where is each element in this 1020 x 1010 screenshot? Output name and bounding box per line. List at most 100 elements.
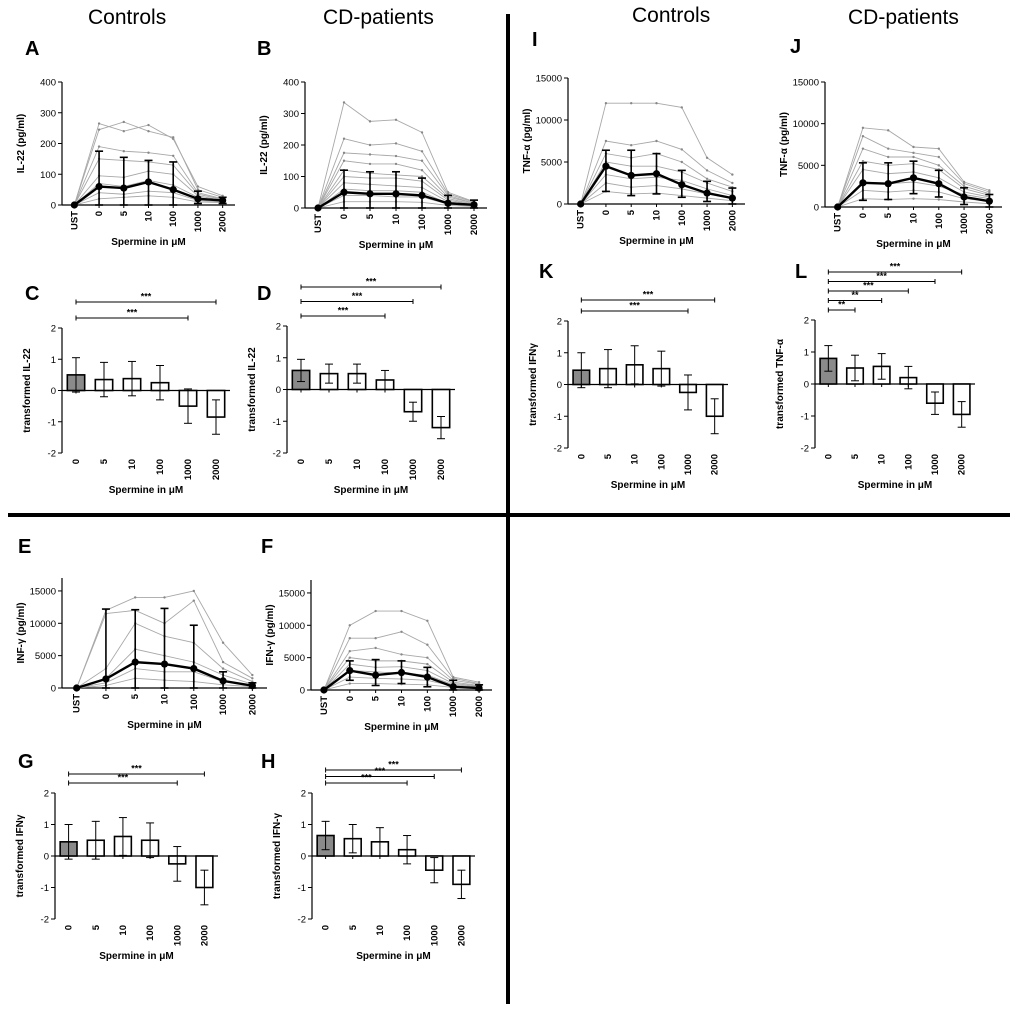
y-tick-label: -2 — [801, 444, 809, 455]
individual-point — [420, 169, 424, 172]
individual-point — [374, 609, 377, 613]
mean-point — [627, 171, 635, 180]
panel-l: L -2 -1 0 1 2 transformed TNF-α 0 5 10 100 1000 2000… — [775, 261, 975, 491]
x-tick-label: 0 — [94, 211, 105, 216]
individual-point — [192, 599, 195, 602]
x-tick-label: UST — [576, 210, 587, 229]
individual-point — [163, 596, 166, 599]
y-tick-label: 0 — [300, 686, 305, 697]
y-tick-label: 5000 — [798, 161, 819, 172]
x-tick-label: 5 — [348, 924, 359, 930]
x-tick-label: 100 — [656, 454, 667, 470]
mean-point — [985, 197, 993, 205]
individual-point — [348, 649, 351, 653]
x-axis-label: Spermine in μM — [611, 480, 685, 491]
x-tick-label: 1000 — [702, 210, 713, 231]
x-tick-label: 0 — [296, 459, 307, 464]
individual-point — [348, 682, 351, 685]
x-tick-label: 5 — [324, 458, 335, 464]
y-tick-label: 15000 — [793, 78, 819, 89]
individual-point — [655, 102, 658, 105]
x-axis-label: Spermine in μM — [356, 951, 430, 962]
y-tick-label: 10000 — [793, 119, 819, 130]
mean-point — [652, 170, 661, 178]
x-tick-label: 2000 — [474, 696, 485, 717]
y-tick-label: -1 — [554, 412, 562, 423]
x-tick-label: 1000 — [193, 211, 204, 232]
individual-point — [912, 145, 915, 149]
individual-point — [861, 126, 865, 130]
mean-point — [340, 188, 348, 196]
y-tick-label: 0 — [294, 204, 299, 215]
mean-point — [475, 684, 483, 692]
y-tick-label: 1 — [51, 355, 56, 366]
x-tick-label: 10 — [652, 210, 663, 221]
x-tick-label: 5 — [99, 458, 110, 464]
x-tick-label: 100 — [380, 459, 391, 475]
x-tick-label: 10 — [909, 213, 920, 224]
individual-point — [426, 656, 429, 659]
y-tick-label: 100 — [283, 172, 299, 183]
individual-point — [630, 102, 633, 105]
x-tick-label: 100 — [677, 210, 688, 226]
y-tick-label: -2 — [273, 449, 281, 460]
mean-point — [131, 658, 139, 666]
x-axis-label: Spermine in μM — [619, 236, 693, 247]
vertical-divider — [506, 14, 510, 1004]
significance-label: *** — [352, 291, 363, 301]
individual-point — [221, 667, 225, 670]
x-tick-label: 10 — [144, 211, 155, 222]
x-tick-label: 0 — [339, 214, 350, 219]
mean-point — [102, 675, 110, 683]
mean-point — [366, 190, 374, 198]
panel-d: D -2 -1 0 1 2 transformed IL-22 0 5 10 100 1000 2000… — [247, 277, 455, 496]
significance-label: ** — [851, 290, 859, 300]
x-tick-label: 2000 — [436, 459, 447, 480]
individual-point — [374, 646, 377, 650]
y-axis-label: transformed IFN-γ — [272, 813, 283, 900]
y-axis-label: transformed IFNγ — [528, 343, 539, 426]
y-axis-label: TNF-α (pg/ml) — [522, 108, 533, 173]
mean-point — [160, 660, 169, 668]
x-tick-label: 1000 — [408, 459, 419, 480]
x-tick-label: 0 — [321, 925, 332, 930]
y-tick-label: 0 — [51, 684, 56, 695]
y-tick-label: 2 — [276, 322, 281, 333]
individual-point — [912, 155, 915, 159]
individual-point — [196, 188, 200, 191]
x-tick-label: 100 — [145, 925, 156, 941]
individual-point — [147, 151, 150, 154]
y-tick-label: 100 — [40, 170, 56, 181]
x-tick-label: 10 — [375, 925, 386, 936]
x-tick-label: UST — [313, 214, 324, 233]
y-axis-label: IL-22 (pg/ml) — [259, 115, 270, 174]
individual-point — [342, 151, 346, 155]
x-tick-label: 2000 — [984, 213, 995, 234]
individual-point — [861, 147, 865, 150]
mean-point — [219, 196, 227, 204]
y-tick-label: -2 — [41, 915, 49, 926]
y-tick-label: 2 — [557, 317, 562, 328]
mean-point — [120, 184, 128, 192]
x-tick-label: 10 — [877, 454, 888, 465]
individual-point — [192, 589, 195, 593]
x-tick-label: 0 — [823, 454, 834, 459]
individual-point — [122, 130, 125, 133]
x-axis-label: Spermine in μM — [359, 240, 433, 251]
x-tick-label: 1000 — [959, 213, 970, 234]
y-tick-label: 0 — [51, 201, 56, 212]
individual-point — [912, 197, 915, 200]
y-tick-label: 5000 — [284, 653, 305, 664]
panel-h: H -2 -1 0 1 2 transformed IFN-γ 0 5 10 100 1000 2000… — [261, 751, 475, 962]
y-tick-label: 1 — [44, 820, 49, 831]
mean-point — [960, 193, 968, 201]
y-axis-label: transformed IFNγ — [15, 814, 26, 897]
x-tick-label: 100 — [903, 454, 914, 470]
panel-label-c: C — [25, 283, 39, 305]
header-controls-right: Controls — [632, 4, 711, 27]
individual-point — [731, 173, 734, 176]
y-tick-label: 0 — [276, 385, 281, 396]
y-tick-label: 2 — [44, 789, 49, 800]
x-tick-label: 100 — [168, 211, 179, 227]
